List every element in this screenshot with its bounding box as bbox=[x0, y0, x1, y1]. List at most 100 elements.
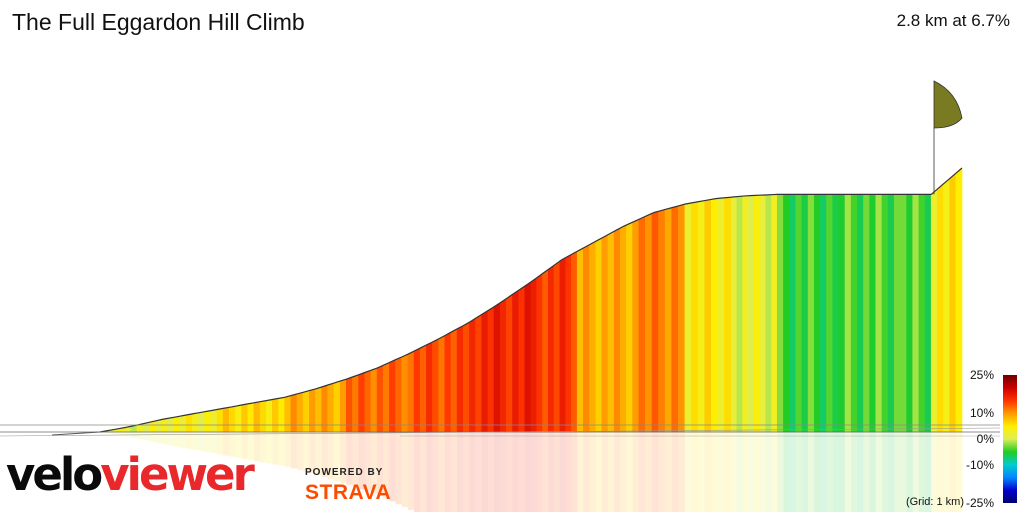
gradient-segment bbox=[748, 195, 755, 433]
gradient-segment bbox=[783, 194, 790, 433]
reflection-segment bbox=[407, 432, 415, 510]
reflection-segment bbox=[638, 432, 646, 512]
gradient-segment bbox=[801, 194, 809, 433]
gradient-segment bbox=[204, 410, 212, 433]
reflection-segment bbox=[481, 432, 489, 512]
reflection-segment bbox=[698, 432, 706, 512]
gradient-segment bbox=[583, 244, 590, 433]
gradient-segment bbox=[438, 335, 446, 433]
gradient-segment bbox=[339, 378, 347, 433]
reflection-segment bbox=[717, 432, 726, 512]
gradient-segment bbox=[607, 230, 615, 433]
gradient-segment bbox=[857, 194, 864, 433]
gradient-segment bbox=[691, 201, 699, 433]
reflection-segment bbox=[173, 432, 181, 447]
gradient-segment bbox=[711, 198, 719, 433]
gradient-segment bbox=[632, 218, 640, 433]
summit-kick-area bbox=[933, 80, 963, 195]
gradient-segment bbox=[265, 399, 273, 433]
lead-in-line bbox=[51, 431, 101, 436]
reflection-segment bbox=[167, 432, 175, 446]
reflection-segment bbox=[691, 432, 699, 512]
gradient-segment bbox=[771, 194, 778, 433]
veloviewer-logo: veloviewer bbox=[6, 452, 255, 497]
reflection-segment bbox=[469, 432, 477, 512]
gradient-segment bbox=[789, 194, 797, 433]
reflection-segment bbox=[671, 432, 679, 512]
reflection-segment bbox=[352, 432, 360, 488]
reflection-segment bbox=[272, 432, 280, 465]
gradient-segment bbox=[893, 194, 901, 433]
reflection-segment bbox=[826, 432, 834, 512]
reflection-segment bbox=[925, 432, 932, 512]
reflection-segment bbox=[645, 432, 653, 512]
reflection-segment bbox=[955, 432, 963, 512]
gradient-segment bbox=[333, 380, 341, 433]
gradient-segment bbox=[717, 197, 725, 433]
scale-tick-0: 0% bbox=[976, 432, 994, 446]
gradient-segment bbox=[185, 413, 193, 433]
gradient-segment bbox=[253, 401, 261, 433]
reflection-segment bbox=[518, 432, 526, 512]
reflection-segment bbox=[463, 432, 470, 512]
gradient-segment bbox=[499, 298, 507, 433]
reflection-segment bbox=[432, 432, 440, 512]
gradient-segment bbox=[900, 194, 907, 433]
gradient-segment bbox=[389, 359, 396, 433]
gradient-segment bbox=[358, 372, 366, 433]
scale-tick-25: 25% bbox=[969, 368, 994, 382]
reflection-segment bbox=[542, 432, 549, 512]
gradient-segment bbox=[759, 194, 767, 433]
gradient-segment bbox=[943, 177, 950, 433]
reflection-segment bbox=[444, 432, 452, 512]
gradient-segment bbox=[216, 408, 224, 433]
reflection-segment bbox=[426, 432, 433, 512]
reflection-segment bbox=[198, 432, 206, 452]
gradient-segment bbox=[198, 411, 205, 433]
gradient-segment bbox=[949, 172, 957, 433]
gradient-segment bbox=[419, 344, 427, 433]
chart-title: The Full Eggardon Hill Climb bbox=[12, 9, 305, 35]
reflection-segment bbox=[346, 432, 353, 485]
gradient-segment bbox=[795, 194, 803, 433]
gradient-segment bbox=[838, 194, 846, 433]
reflection-segment bbox=[736, 432, 744, 512]
reflection-segment bbox=[383, 432, 390, 499]
reflection-segment bbox=[112, 432, 119, 435]
reflection-segment bbox=[900, 432, 908, 512]
gradient-segment bbox=[290, 393, 298, 433]
reflection-segment bbox=[814, 432, 821, 512]
gradient-segment bbox=[235, 404, 242, 433]
gradient-segment bbox=[697, 200, 706, 433]
gradient-segment bbox=[589, 240, 596, 433]
gradient-segment bbox=[259, 400, 267, 433]
gradient-segment bbox=[345, 376, 353, 433]
reflection-segment bbox=[620, 432, 627, 512]
grid-note: (Grid: 1 km) bbox=[905, 496, 964, 508]
reflection-segment bbox=[143, 432, 150, 441]
gradient-segment bbox=[678, 203, 686, 433]
gradient-segment bbox=[512, 289, 519, 433]
reflection-segment bbox=[414, 432, 421, 512]
reflection-segment bbox=[759, 432, 767, 512]
gradient-segment bbox=[571, 250, 578, 433]
reflection-segment bbox=[266, 432, 273, 464]
reflection-segment bbox=[494, 432, 501, 512]
reflection-segment bbox=[124, 432, 132, 437]
gradient-segment bbox=[918, 194, 926, 433]
gradient-segment bbox=[302, 390, 310, 433]
reflection-segment bbox=[651, 432, 660, 512]
gradient-segment bbox=[626, 221, 633, 433]
reflection-segment bbox=[155, 432, 163, 444]
reflection-segment bbox=[241, 432, 249, 459]
reflection-segment bbox=[937, 432, 945, 512]
reflection-segment bbox=[321, 432, 329, 478]
gradient-segment bbox=[506, 293, 513, 433]
gradient-segment bbox=[536, 273, 543, 433]
gradient-segment bbox=[370, 367, 378, 433]
reflection-segment bbox=[754, 432, 761, 512]
gradient-segment bbox=[309, 388, 316, 433]
gradient-segment bbox=[930, 188, 938, 433]
reflection-segment bbox=[512, 432, 520, 512]
